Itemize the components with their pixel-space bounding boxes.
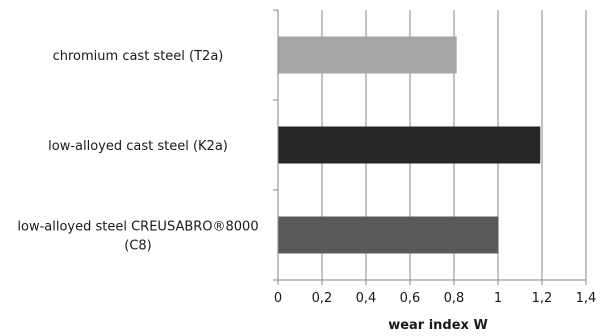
x-tick-label: 0,8 <box>444 291 465 306</box>
x-tick-label: 1 <box>494 291 502 306</box>
x-tick-label: 0,2 <box>312 291 333 306</box>
bars <box>278 36 541 254</box>
bar <box>278 216 499 254</box>
x-tick-labels: 0 0,2 0,4 0,6 0,8 1 1,2 1,4 <box>274 291 596 306</box>
bar <box>278 36 457 74</box>
x-tick-label: 0,6 <box>400 291 421 306</box>
x-tick-label: 1,2 <box>532 291 553 306</box>
category-labels: chromium cast steel (T2a) low-alloyed cas… <box>17 49 258 254</box>
category-label: chromium cast steel (T2a) <box>53 49 224 64</box>
category-label: low-alloyed cast steel (K2a) <box>48 139 228 154</box>
x-tick-label: 0,4 <box>356 291 377 306</box>
x-tick-label: 1,4 <box>576 291 597 306</box>
x-tick-label: 0 <box>274 291 282 306</box>
axes <box>273 9 587 285</box>
bar <box>278 126 541 164</box>
category-label: low-alloyed steel CREUSABRO®8000 (C8) <box>17 220 258 254</box>
x-axis-title: wear index W <box>388 318 488 333</box>
